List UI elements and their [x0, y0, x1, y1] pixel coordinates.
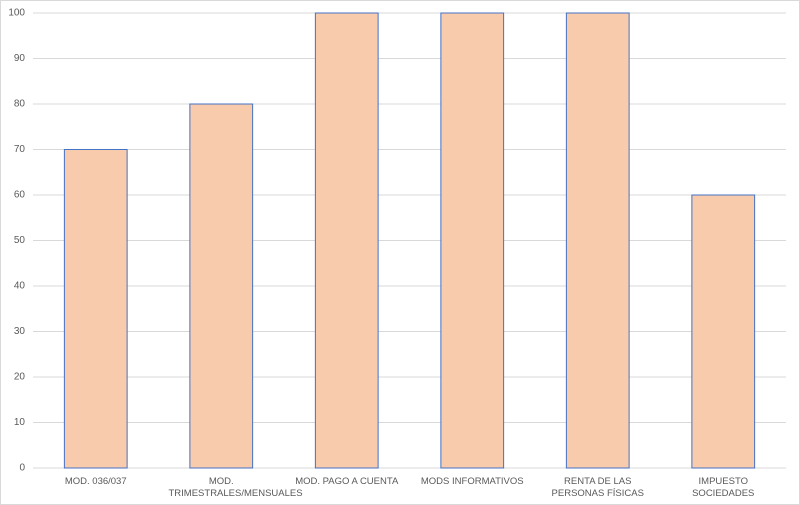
x-tick-label: IMPUESTO SOCIEDADES — [692, 476, 755, 499]
y-tick-label: 70 — [14, 144, 26, 155]
bar — [189, 103, 254, 469]
x-tick-label: MOD. TRIMESTRALES/MENSUALES — [168, 476, 303, 499]
y-tick-label: 100 — [8, 8, 25, 19]
y-tick-label: 40 — [14, 281, 26, 292]
x-tick-label: RENTA DE LAS PERSONAS FÍSICAS — [551, 476, 644, 499]
y-tick-label: 90 — [14, 53, 26, 64]
y-tick-label: 0 — [19, 463, 25, 474]
bar — [565, 12, 630, 469]
x-tick-label: MODS INFORMATIVOS — [420, 476, 524, 487]
y-tick-label: 20 — [14, 372, 26, 383]
x-tick-label: MOD. 036/037 — [64, 476, 127, 487]
y-tick-label: 50 — [14, 235, 26, 246]
bar — [691, 194, 756, 469]
bar — [314, 12, 379, 469]
bar — [63, 149, 128, 469]
y-tick-label: 30 — [14, 326, 26, 337]
y-tick-label: 80 — [14, 99, 26, 110]
y-tick-label: 60 — [14, 190, 26, 201]
x-tick-label: MOD. PAGO A CUENTA — [295, 476, 399, 487]
bar — [440, 12, 505, 469]
y-tick-label: 10 — [14, 417, 26, 428]
